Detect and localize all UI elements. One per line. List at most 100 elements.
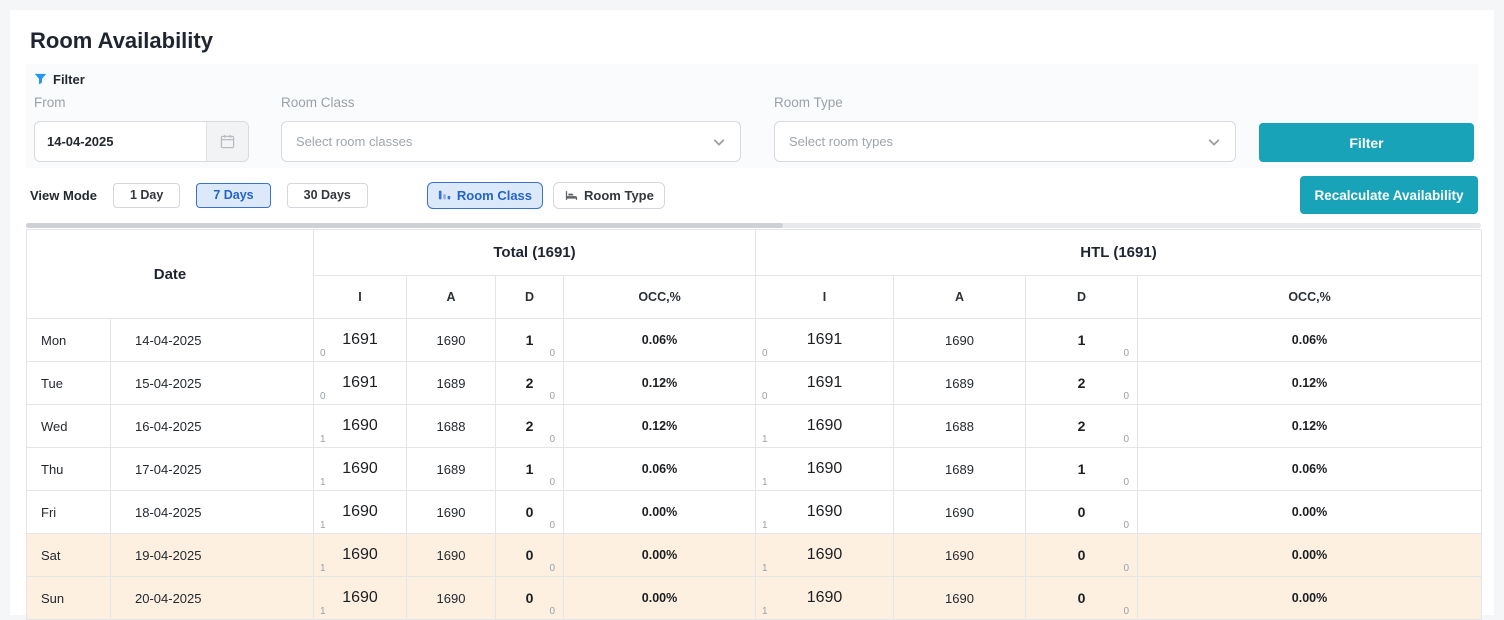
htl-occupancy-cell: 0.06% xyxy=(1138,448,1482,491)
total-occ-header: OCC,% xyxy=(564,276,756,319)
total-inventory-sub-value: 1 xyxy=(320,477,326,488)
total-inventory-cell: 1 1690 xyxy=(314,577,407,620)
total-deducted-sub-value: 0 xyxy=(549,520,555,531)
scrollbar-thumb[interactable] xyxy=(26,223,783,228)
total-inventory-value: 1691 xyxy=(342,374,378,392)
view-mode-1-day-button[interactable]: 1 Day xyxy=(113,183,180,208)
total-deducted-cell: 1 0 xyxy=(496,448,564,491)
group-by-room-class-button[interactable]: Room Class xyxy=(427,182,543,209)
htl-inventory-cell: 1 1690 xyxy=(756,405,894,448)
view-mode-30-days-button[interactable]: 30 Days xyxy=(287,183,368,208)
group-by-room-type-button[interactable]: Room Type xyxy=(553,182,665,209)
view-mode-7-days-button[interactable]: 7 Days xyxy=(196,183,270,208)
total-available-cell: 1690 xyxy=(407,577,496,620)
day-cell: Tue xyxy=(27,362,111,405)
total-occupancy-value: 0.00% xyxy=(642,505,677,519)
group-by-room-type-label: Room Type xyxy=(584,188,654,203)
room-type-label: Room Type xyxy=(774,95,1236,110)
total-available-value: 1690 xyxy=(437,591,466,606)
htl-inventory-value: 1691 xyxy=(807,374,843,392)
htl-inventory-sub-value: 1 xyxy=(762,434,768,445)
htl-deducted-cell: 2 0 xyxy=(1026,405,1138,448)
htl-available-cell: 1690 xyxy=(894,491,1026,534)
total-deducted-value: 0 xyxy=(526,590,534,606)
htl-available-value: 1690 xyxy=(945,333,974,348)
total-inventory-value: 1690 xyxy=(342,589,378,607)
total-available-value: 1690 xyxy=(437,548,466,563)
total-available-cell: 1690 xyxy=(407,534,496,577)
htl-deducted-value: 0 xyxy=(1078,590,1086,606)
htl-deducted-value: 0 xyxy=(1078,547,1086,563)
htl-inventory-value: 1690 xyxy=(807,417,843,435)
htl-d-header: D xyxy=(1026,276,1138,319)
htl-available-cell: 1688 xyxy=(894,405,1026,448)
htl-available-value: 1690 xyxy=(945,505,974,520)
total-inventory-sub-value: 1 xyxy=(320,606,326,617)
htl-i-header: I xyxy=(756,276,894,319)
htl-deducted-cell: 0 0 xyxy=(1026,577,1138,620)
room-availability-page: Room Availability Filter From 14-04-2025 xyxy=(10,10,1494,615)
day-cell: Wed xyxy=(27,405,111,448)
date-cell: 14-04-2025 xyxy=(111,319,314,362)
htl-available-value: 1689 xyxy=(945,376,974,391)
date-cell: 17-04-2025 xyxy=(111,448,314,491)
total-inventory-value: 1691 xyxy=(342,331,378,349)
day-cell: Mon xyxy=(27,319,111,362)
room-type-select[interactable]: Select room types xyxy=(774,121,1236,162)
htl-occupancy-value: 0.00% xyxy=(1292,591,1327,605)
htl-available-cell: 1690 xyxy=(894,577,1026,620)
total-occupancy-cell: 0.00% xyxy=(564,534,756,577)
htl-a-header: A xyxy=(894,276,1026,319)
htl-inventory-sub-value: 1 xyxy=(762,520,768,531)
total-available-cell: 1690 xyxy=(407,491,496,534)
htl-deducted-value: 0 xyxy=(1078,504,1086,520)
htl-inventory-sub-value: 1 xyxy=(762,606,768,617)
filter-button[interactable]: Filter xyxy=(1259,123,1474,162)
total-a-header: A xyxy=(407,276,496,319)
table-row: Sat 19-04-2025 1 1690 1690 0 0 0.00% 1 1… xyxy=(26,534,1481,577)
htl-deducted-cell: 1 0 xyxy=(1026,319,1138,362)
recalculate-availability-button[interactable]: Recalculate Availability xyxy=(1300,176,1478,214)
htl-inventory-value: 1690 xyxy=(807,460,843,478)
total-deducted-sub-value: 0 xyxy=(549,348,555,359)
htl-occupancy-value: 0.06% xyxy=(1292,333,1327,347)
htl-deducted-sub-value: 0 xyxy=(1123,563,1129,574)
total-available-cell: 1688 xyxy=(407,405,496,448)
total-i-header: I xyxy=(314,276,407,319)
htl-inventory-cell: 1 1690 xyxy=(756,534,894,577)
htl-occupancy-cell: 0.12% xyxy=(1138,405,1482,448)
date-cell: 18-04-2025 xyxy=(111,491,314,534)
total-inventory-cell: 1 1690 xyxy=(314,491,407,534)
room-class-select[interactable]: Select room classes xyxy=(281,121,741,162)
total-occupancy-cell: 0.12% xyxy=(564,405,756,448)
htl-inventory-value: 1691 xyxy=(807,331,843,349)
total-deducted-sub-value: 0 xyxy=(549,563,555,574)
total-inventory-cell: 1 1690 xyxy=(314,534,407,577)
room-class-label: Room Class xyxy=(281,95,741,110)
htl-occupancy-value: 0.00% xyxy=(1292,548,1327,562)
htl-deducted-sub-value: 0 xyxy=(1123,391,1129,402)
toolbar: View Mode 1 Day 7 Days 30 Days Room Clas… xyxy=(26,175,1478,215)
from-date-input[interactable]: 14-04-2025 xyxy=(34,121,249,162)
htl-inventory-cell: 1 1690 xyxy=(756,491,894,534)
chevron-down-icon xyxy=(712,135,726,149)
room-class-field-group: Room Class Select room classes xyxy=(281,95,741,162)
total-available-cell: 1689 xyxy=(407,448,496,491)
htl-inventory-value: 1690 xyxy=(807,503,843,521)
total-deducted-sub-value: 0 xyxy=(549,434,555,445)
from-date-value[interactable]: 14-04-2025 xyxy=(35,122,206,161)
total-available-value: 1688 xyxy=(437,419,466,434)
htl-occupancy-cell: 0.00% xyxy=(1138,577,1482,620)
htl-deducted-sub-value: 0 xyxy=(1123,606,1129,617)
htl-inventory-sub-value: 0 xyxy=(762,348,768,359)
htl-deducted-sub-value: 0 xyxy=(1123,348,1129,359)
availability-table: Date Total (1691) HTL (1691) I A D OCC,%… xyxy=(26,223,1481,620)
total-occupancy-value: 0.00% xyxy=(642,591,677,605)
total-available-cell: 1690 xyxy=(407,319,496,362)
total-deducted-sub-value: 0 xyxy=(549,477,555,488)
htl-deducted-value: 2 xyxy=(1078,418,1086,434)
calendar-icon[interactable] xyxy=(206,122,248,161)
htl-occupancy-cell: 0.00% xyxy=(1138,534,1482,577)
from-field-group: From 14-04-2025 xyxy=(34,95,249,162)
horizontal-scrollbar[interactable] xyxy=(26,223,1481,228)
